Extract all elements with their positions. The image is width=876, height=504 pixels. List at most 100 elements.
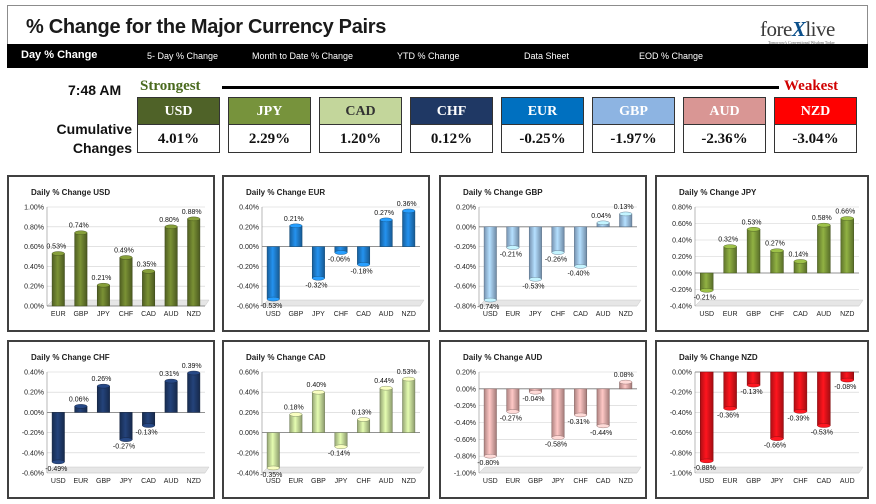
nav-data-sheet[interactable]: Data Sheet	[524, 51, 570, 61]
nav-bar: Day % Change 5- Day % Change Month to Da…	[7, 44, 868, 68]
y-tick-label: -0.20%	[670, 390, 692, 397]
bar	[74, 232, 88, 307]
x-tick-label: AUD	[164, 478, 179, 485]
bar	[723, 371, 737, 409]
bar-cap	[164, 378, 178, 384]
data-label: 0.39%	[182, 363, 202, 370]
x-tick-label: JPY	[120, 478, 133, 485]
x-tick-label: JPY	[552, 478, 565, 485]
bar-chart: -1.00%-0.80%-0.60%-0.40%-0.20%0.00%0.20%…	[454, 370, 642, 485]
x-tick-label: AUD	[379, 478, 394, 485]
bar-cap	[142, 423, 155, 428]
y-tick-label: -0.60%	[454, 437, 476, 444]
bar	[506, 388, 520, 412]
bar	[700, 272, 714, 291]
chart-title: Daily % Change EUR	[246, 188, 326, 197]
currency-name: EUR	[501, 97, 584, 125]
x-tick-label: EUR	[505, 478, 520, 485]
bar	[289, 225, 303, 247]
data-label: 0.88%	[182, 209, 202, 216]
y-tick-label: 0.40%	[24, 264, 44, 271]
currency-cumulative-value: 4.01%	[137, 125, 220, 153]
x-tick-label: CHF	[119, 311, 133, 318]
y-tick-label: 0.80%	[672, 205, 692, 212]
chart-title: Daily % Change CHF	[31, 353, 110, 362]
data-label: 0.13%	[614, 204, 634, 211]
nav-eod-change[interactable]: EOD % Change	[639, 51, 704, 61]
y-tick-label: 0.40%	[24, 370, 44, 377]
x-tick-label: GBP	[311, 478, 326, 485]
data-label: 0.74%	[69, 223, 89, 230]
chart-title: Daily % Change NZD	[679, 353, 758, 362]
bar-chart: -0.40% -0.20% 0.00% 0.20% 0.40% 0.60% 0.80% -0.…	[670, 205, 864, 318]
chart-floor	[478, 299, 642, 307]
bar-cap	[574, 412, 587, 418]
y-tick-label: 0.00%	[24, 410, 44, 417]
bar	[483, 226, 497, 301]
y-tick-label: -0.20%	[237, 450, 259, 457]
currency-name: AUD	[683, 97, 766, 125]
bar-cap	[97, 283, 110, 288]
y-tick-label: -0.80%	[454, 304, 476, 311]
cumulative-label: Cumulative Changes	[42, 120, 132, 158]
bar-cap	[483, 297, 497, 303]
nav-day-change[interactable]: Day % Change	[21, 49, 98, 61]
x-tick-label: CHF	[551, 311, 565, 318]
data-label: 0.06%	[69, 396, 89, 403]
y-tick-label: 0.60%	[239, 370, 259, 377]
y-tick-label: -0.40%	[670, 410, 692, 417]
currency-name: CAD	[319, 97, 402, 125]
x-tick-label: EUR	[51, 311, 66, 318]
bar-cap	[596, 423, 610, 429]
data-label: 0.80%	[159, 217, 179, 224]
nav-ytd-change[interactable]: YTD % Change	[397, 51, 460, 61]
chart-floor	[261, 466, 425, 474]
data-label: -0.04%	[522, 396, 544, 403]
nav-mtd-change[interactable]: Month to Date % Change	[252, 51, 354, 61]
bar	[96, 385, 110, 413]
x-tick-label: EUR	[505, 311, 520, 318]
data-label: 0.35%	[137, 261, 157, 268]
chart-title: Daily % Change AUD	[463, 353, 543, 362]
data-label: -0.27%	[500, 416, 522, 423]
x-tick-label: NZD	[402, 478, 416, 485]
x-tick-label: EUR	[723, 478, 738, 485]
bar-cap	[119, 437, 133, 442]
data-label: 0.21%	[91, 275, 111, 282]
data-label: -0.21%	[500, 252, 522, 259]
bar-cap	[529, 277, 542, 282]
data-label: -0.21%	[694, 294, 716, 301]
x-tick-label: JPY	[771, 478, 784, 485]
bar-cap	[51, 459, 65, 465]
y-tick-label: -0.20%	[237, 264, 259, 271]
bar	[402, 210, 416, 247]
forexlive-logo[interactable]: foreXlive Tomorrow's Conventional Wisdom…	[760, 17, 860, 45]
bar	[357, 246, 371, 265]
chart-floor	[261, 299, 425, 307]
x-tick-label: CHF	[573, 478, 587, 485]
bar	[266, 246, 280, 300]
x-tick-label: CAD	[141, 478, 156, 485]
x-tick-label: GBP	[73, 311, 88, 318]
bar-chart: -0.40% -0.20% 0.00% 0.20% 0.40% 0.60% -0.35%US…	[237, 369, 425, 485]
bar-cap	[746, 227, 761, 232]
data-label: -0.13%	[135, 430, 157, 437]
bar	[266, 432, 280, 469]
x-tick-label: AUD	[379, 311, 394, 318]
bar-cap	[289, 223, 303, 229]
chart-floor	[694, 466, 864, 474]
nav-5day-change[interactable]: 5- Day % Change	[147, 51, 219, 61]
data-label: -0.18%	[350, 268, 372, 275]
y-tick-label: 0.40%	[239, 205, 259, 212]
bar	[187, 372, 201, 413]
x-tick-label: GBP	[746, 478, 761, 485]
bar-cap	[483, 453, 497, 459]
bar-cap	[770, 436, 784, 441]
data-label: -0.53%	[260, 303, 282, 310]
bar-cap	[596, 220, 610, 226]
x-tick-label: NZD	[619, 311, 633, 318]
currency-box-gbp: GBP -1.97%	[592, 97, 675, 153]
bar-cap	[817, 423, 831, 428]
bar-cap	[793, 259, 808, 264]
bar-cap	[551, 250, 565, 255]
